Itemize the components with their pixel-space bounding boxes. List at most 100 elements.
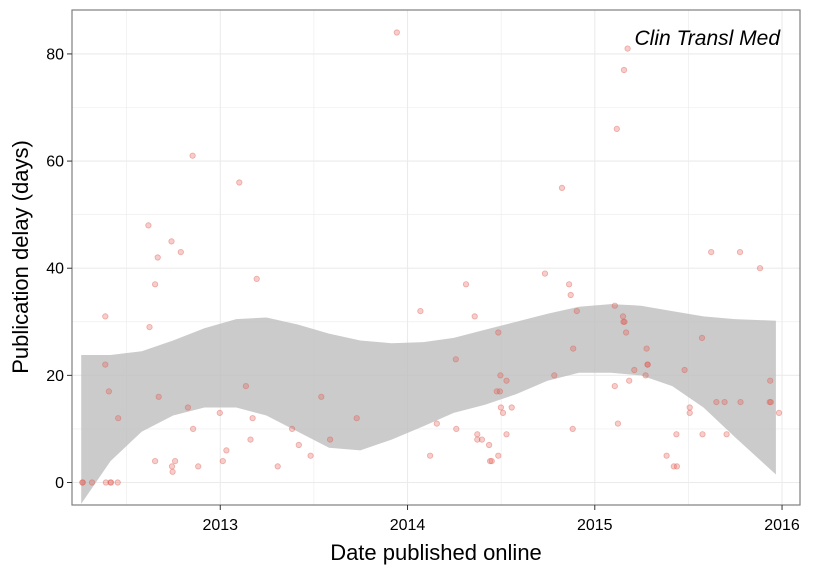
- data-point: [673, 431, 680, 438]
- data-point: [723, 431, 730, 438]
- data-point: [621, 318, 628, 325]
- data-point: [177, 249, 184, 256]
- data-point: [503, 377, 510, 384]
- data-point: [190, 425, 197, 432]
- data-point: [169, 468, 176, 475]
- data-point: [426, 452, 434, 459]
- data-point: [767, 398, 774, 406]
- data-point: [620, 318, 627, 325]
- data-point: [307, 452, 314, 459]
- axis-ticks: [67, 53, 783, 510]
- data-point: [471, 313, 478, 320]
- data-point: [189, 152, 196, 159]
- data-point: [152, 457, 159, 465]
- data-point: [107, 479, 115, 486]
- data-point: [611, 382, 618, 390]
- data-point: [79, 479, 86, 486]
- data-point: [353, 415, 360, 422]
- data-point: [474, 431, 481, 438]
- data-point: [247, 436, 254, 443]
- chart-annotation: Clin Transl Med: [635, 27, 782, 50]
- tick-labels: 0 20 40 60 80 2013 2014 2015 2016: [46, 46, 800, 534]
- data-point: [570, 345, 577, 352]
- data-point: [154, 254, 161, 261]
- data-point: [79, 479, 86, 486]
- data-point: [766, 398, 773, 406]
- data-point: [496, 388, 503, 395]
- data-point: [622, 329, 630, 336]
- x-tick-label: 2013: [202, 517, 238, 534]
- data-point: [478, 436, 485, 443]
- data-point: [493, 388, 500, 395]
- data-point: [643, 345, 650, 352]
- data-point: [541, 270, 549, 277]
- data-point: [146, 323, 153, 331]
- data-point: [195, 463, 202, 470]
- data-point: [756, 265, 764, 272]
- data-point: [558, 184, 566, 191]
- data-point: [145, 222, 152, 229]
- data-point: [673, 463, 681, 470]
- data-point: [253, 275, 260, 282]
- data-point: [417, 307, 424, 315]
- data-point: [497, 404, 504, 411]
- data-point: [168, 463, 176, 470]
- data-point: [565, 281, 573, 288]
- data-point: [453, 425, 460, 432]
- data-point: [736, 249, 744, 256]
- data-point: [699, 431, 706, 438]
- confidence-band: [81, 304, 776, 504]
- data-point: [698, 334, 706, 341]
- data-point: [295, 441, 302, 449]
- data-point: [503, 431, 510, 438]
- data-point: [619, 313, 627, 320]
- y-tick-label: 20: [46, 368, 64, 385]
- data-point: [686, 404, 693, 411]
- data-point: [775, 409, 783, 416]
- data-point: [115, 415, 122, 422]
- data-point: [573, 307, 580, 315]
- y-tick-label: 40: [46, 261, 64, 278]
- data-point: [508, 404, 515, 411]
- data-point: [713, 398, 720, 406]
- data-point: [644, 361, 651, 368]
- data-point: [88, 479, 96, 486]
- data-point: [488, 457, 495, 465]
- data-point: [495, 329, 502, 336]
- data-point: [611, 302, 618, 309]
- data-point: [486, 457, 494, 465]
- data-point: [767, 377, 774, 384]
- data-point: [152, 281, 159, 288]
- data-point: [631, 366, 638, 374]
- data-point: [642, 372, 649, 379]
- data-point: [102, 361, 109, 368]
- data-point: [613, 125, 620, 132]
- data-point: [172, 457, 179, 465]
- data-point: [624, 45, 631, 52]
- data-point: [249, 415, 256, 422]
- data-point: [318, 393, 325, 400]
- panel-border: [71, 9, 801, 506]
- data-point: [626, 377, 633, 384]
- data-point: [102, 479, 110, 486]
- y-axis-title: Publication delay (days): [8, 140, 33, 374]
- data-point: [114, 479, 121, 486]
- data-point: [219, 457, 226, 465]
- y-tick-label: 60: [46, 154, 64, 171]
- data-point: [569, 425, 576, 432]
- data-point: [474, 436, 481, 443]
- data-point: [708, 249, 715, 256]
- data-point: [567, 291, 574, 299]
- data-point: [393, 29, 400, 36]
- x-tick-label: 2014: [390, 517, 426, 534]
- data-point: [242, 382, 249, 390]
- data-point: [551, 372, 558, 379]
- data-point: [184, 404, 191, 411]
- data-point: [433, 420, 440, 427]
- data-point: [216, 409, 223, 416]
- data-point: [721, 398, 728, 406]
- data-point: [681, 366, 688, 374]
- data-point: [288, 425, 296, 432]
- data-points-layer: [79, 29, 783, 486]
